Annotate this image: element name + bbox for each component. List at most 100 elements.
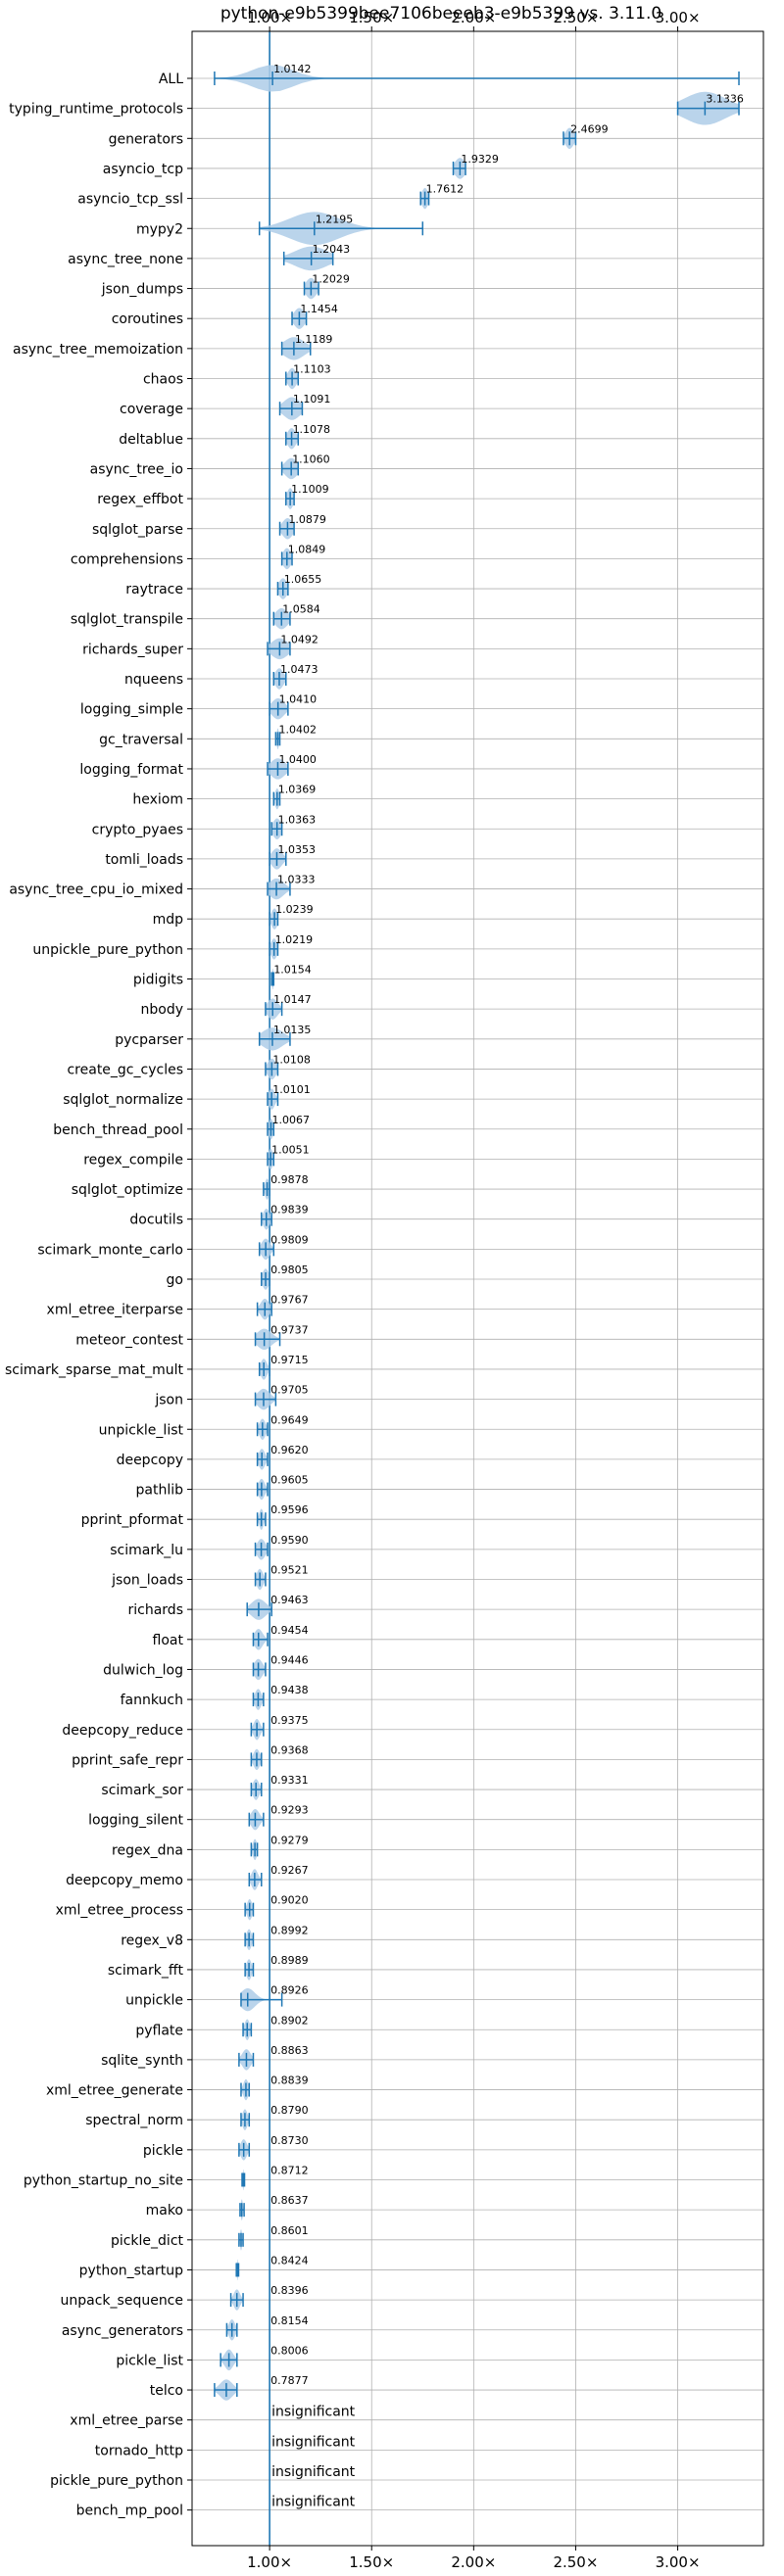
category-label: xml_etree_process: [56, 1903, 183, 1919]
category-label: regex_v8: [121, 1932, 183, 1948]
median-label: 1.9329: [461, 153, 499, 166]
category-label: meteor_contest: [75, 1332, 183, 1348]
median-label: 0.8396: [270, 2284, 309, 2297]
category-label: deepcopy: [117, 1453, 183, 1468]
median-label: 1.0051: [271, 1143, 310, 1156]
median-label: 0.9463: [270, 1594, 309, 1606]
category-label: unpickle_list: [99, 1422, 184, 1438]
x-tick-label-top: 1.50×: [349, 9, 394, 26]
category-label: nbody: [141, 1002, 184, 1018]
category-label: json: [154, 1393, 183, 1408]
category-label: mako: [146, 2203, 183, 2218]
category-label: regex_dna: [112, 1842, 183, 1858]
category-label: bench_thread_pool: [53, 1122, 183, 1138]
category-label: logging_format: [79, 762, 183, 778]
insignificant-label: insignificant: [271, 2434, 356, 2450]
category-label: logging_silent: [88, 1813, 183, 1829]
grid-layer: [187, 26, 763, 2551]
category-label: richards_super: [82, 642, 183, 657]
category-label: go: [167, 1272, 183, 1288]
chart-title: python-e9b5399bee7106beeeb3-e9b5399 vs. …: [220, 4, 662, 24]
median-label: 0.8839: [270, 2075, 309, 2087]
category-label: json_loads: [111, 1573, 183, 1589]
plot-frame: [191, 30, 764, 2547]
median-label: 1.0655: [284, 573, 322, 586]
median-label: 0.8154: [270, 2314, 309, 2327]
median-label: 0.9331: [270, 1774, 309, 1787]
category-label: async_generators: [62, 2323, 183, 2339]
category-label: unpickle_pure_python: [32, 942, 183, 958]
category-label: generators: [109, 131, 183, 147]
median-label: 1.0410: [279, 693, 318, 706]
category-label: mypy2: [136, 221, 183, 237]
category-label: pprint_safe_repr: [72, 1752, 183, 1768]
category-label: sqlite_synth: [101, 2053, 183, 2069]
median-label: 1.1009: [291, 483, 329, 496]
median-label: 0.9590: [270, 1534, 309, 1547]
median-label: 1.1060: [292, 453, 330, 465]
category-label: pyflate: [135, 2023, 183, 2038]
category-label: sqlglot_normalize: [63, 1092, 183, 1108]
category-label: xml_etree_iterparse: [47, 1303, 183, 1318]
category-label: mdp: [153, 912, 184, 928]
median-label: 1.0492: [280, 633, 318, 645]
median-label: 1.0353: [277, 843, 316, 856]
x-tick-label-top: 3.00×: [656, 9, 701, 26]
category-label: pickle_dict: [111, 2233, 184, 2249]
category-label: pycparser: [115, 1032, 183, 1048]
median-label: 1.2195: [316, 213, 354, 225]
category-label: fannkuch: [121, 1693, 183, 1708]
median-label: 1.1078: [293, 423, 331, 436]
category-label: pickle: [143, 2143, 183, 2159]
category-label: scimark_sor: [101, 1783, 183, 1798]
category-label: scimark_monte_carlo: [37, 1242, 183, 1258]
median-label: 0.8989: [270, 1954, 309, 1967]
median-label: 0.9020: [270, 1894, 309, 1907]
x-tick-label-top: 2.00×: [451, 9, 496, 26]
median-label: 1.1454: [300, 303, 338, 315]
median-label: 0.9878: [270, 1173, 309, 1186]
median-label: 0.8992: [270, 1924, 309, 1936]
median-label: 0.9454: [270, 1624, 309, 1637]
median-label: 0.9839: [270, 1204, 309, 1216]
category-label: sqlglot_parse: [92, 522, 183, 538]
median-label: 1.0219: [275, 933, 314, 946]
x-tick-label-bottom: 2.50×: [553, 2553, 598, 2571]
category-label: python_startup: [79, 2263, 183, 2278]
category-label: python_startup_no_site: [24, 2173, 183, 2189]
category-label: unpickle: [125, 1993, 183, 2009]
category-label: pprint_pformat: [81, 1512, 184, 1528]
median-label: 0.9649: [270, 1413, 309, 1426]
category-label: pickle_pure_python: [50, 2473, 183, 2489]
median-label: 0.9279: [270, 1834, 309, 1846]
median-label: 0.8863: [270, 2044, 309, 2057]
median-label: 1.1091: [293, 393, 331, 405]
median-label: 1.0584: [282, 603, 320, 616]
median-label: 1.1103: [293, 363, 331, 376]
category-label: scimark_lu: [110, 1543, 183, 1558]
category-label: pickle_list: [116, 2353, 183, 2368]
median-label: 0.8730: [270, 2134, 309, 2147]
x-tick-label-bottom: 2.00×: [451, 2553, 496, 2571]
category-label: asyncio_tcp: [103, 162, 183, 177]
category-label: coverage: [120, 402, 183, 417]
x-tick-label-top: 1.00×: [247, 9, 292, 26]
category-label: xml_etree_parse: [70, 2413, 183, 2429]
insignificant-label: insignificant: [271, 2405, 356, 2420]
x-tick-label-bottom: 1.50×: [349, 2553, 394, 2571]
median-label: 0.9446: [270, 1653, 309, 1666]
category-label: async_tree_io: [90, 461, 183, 477]
category-label: scimark_sparse_mat_mult: [5, 1362, 183, 1378]
x-tick-label-bottom: 1.00×: [247, 2553, 292, 2571]
category-label: async_tree_cpu_io_mixed: [9, 883, 183, 898]
median-label: 1.0333: [277, 874, 316, 886]
median-label: 1.0400: [278, 753, 317, 766]
median-label: 0.7877: [270, 2374, 309, 2387]
category-label: coroutines: [112, 311, 183, 327]
category-label: tomli_loads: [105, 852, 183, 868]
category-label: asyncio_tcp_ssl: [77, 192, 183, 208]
category-label: raytrace: [125, 582, 183, 597]
median-label: 1.7612: [426, 183, 465, 196]
